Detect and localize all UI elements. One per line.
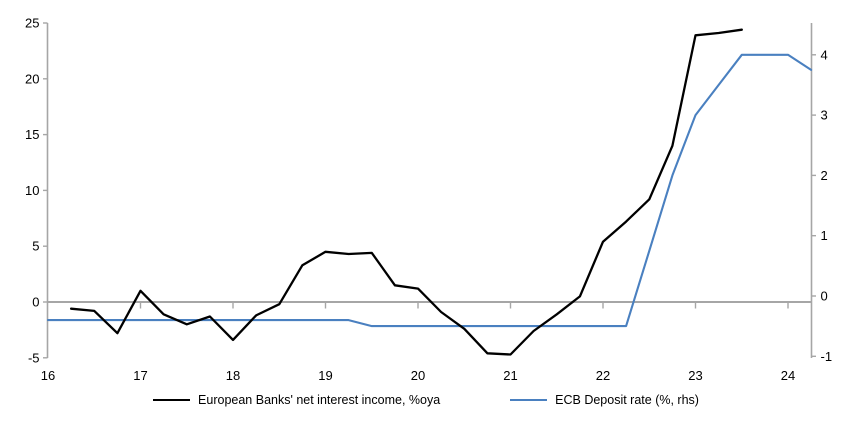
left-axis-tick-label: 15 <box>25 127 39 142</box>
left-axis-tick-label: 20 <box>25 71 39 86</box>
left-axis-tick-label: 0 <box>32 295 39 310</box>
x-axis-tick-label: 23 <box>688 368 702 383</box>
x-axis-tick-label: 21 <box>503 368 517 383</box>
x-axis-tick-label: 19 <box>318 368 332 383</box>
x-axis-tick-label: 20 <box>411 368 425 383</box>
legend-label: ECB Deposit rate (%, rhs) <box>555 393 699 407</box>
right-axis-tick-label: 2 <box>821 168 828 183</box>
legend-label: European Banks' net interest income, %oy… <box>198 393 441 407</box>
series-line-ecb-deposit-rate <box>46 53 813 328</box>
right-axis-tick-label: 0 <box>821 289 828 304</box>
legend-line-swatch-black <box>153 399 191 401</box>
left-axis-tick-label: 10 <box>25 183 39 198</box>
right-axis-tick-label: 1 <box>821 228 828 243</box>
legend-item-net-interest-income: European Banks' net interest income, %oy… <box>153 393 440 407</box>
series-line-net-interest-income <box>69 28 743 356</box>
x-axis-tick-label: 17 <box>133 368 147 383</box>
legend-item-ecb-deposit-rate: ECB Deposit rate (%, rhs) <box>510 393 699 407</box>
x-axis-tick-label: 18 <box>226 368 240 383</box>
x-axis-tick-label: 24 <box>781 368 795 383</box>
x-axis-tick-label: 22 <box>596 368 610 383</box>
right-axis-tick-label: 3 <box>821 108 828 123</box>
left-axis-tick-label: 25 <box>25 16 39 31</box>
left-axis-tick-label: 5 <box>32 239 39 254</box>
right-axis-tick-label: 4 <box>821 47 828 62</box>
legend-line-swatch-blue <box>510 399 548 401</box>
left-axis-tick-label: -5 <box>28 350 40 365</box>
x-axis-tick-label: 16 <box>41 368 55 383</box>
chart-legend: European Banks' net interest income, %oy… <box>0 393 852 407</box>
right-axis-tick-label: -1 <box>821 349 833 364</box>
